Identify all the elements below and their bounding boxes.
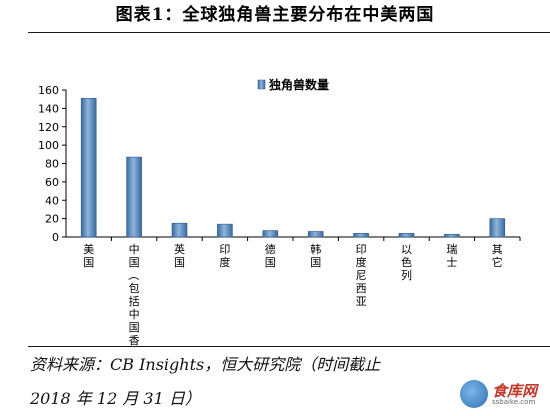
bar [398,233,415,238]
x-tick-label: 印度 [219,243,230,269]
top-divider [28,32,550,33]
y-tick-label: 100 [38,139,59,152]
svg-text:西: 西 [356,282,367,295]
bar [307,231,324,238]
svg-text:国: 国 [129,256,140,269]
svg-text:国: 国 [265,256,276,269]
svg-text:尼: 尼 [356,269,367,282]
svg-text:香: 香 [129,334,140,346]
svg-text:瑞: 瑞 [446,242,457,256]
y-tick-label: 40 [45,194,59,207]
svg-text:其: 其 [492,243,503,256]
y-tick-label: 20 [45,213,59,226]
x-tick-label: 德国 [265,242,276,269]
svg-text:中: 中 [129,308,140,321]
svg-text:亚: 亚 [356,295,367,308]
bar [353,233,369,238]
svg-text:德: 德 [265,242,276,256]
svg-text:印: 印 [356,243,367,256]
svg-text:（: （ [127,270,140,281]
svg-text:美: 美 [83,243,94,256]
bar [126,156,142,238]
svg-text:括: 括 [129,294,140,308]
bar [262,230,279,238]
svg-text:度: 度 [356,255,367,269]
legend-label: 独角兽数量 [268,77,329,92]
bar [217,223,233,238]
source-note: 资料来源：CB Insights，恒大研究院（时间截止 2018 年 12 月 … [30,348,510,416]
svg-text:国: 国 [83,256,94,269]
legend-swatch [257,79,266,90]
y-tick-label: 140 [38,102,59,115]
bar [171,222,188,238]
svg-text:包: 包 [129,282,140,295]
source-line-2: 2018 年 12 月 31 日） [30,389,201,408]
bottom-divider [28,346,550,347]
source-line-1: 资料来源：CB Insights，恒大研究院（时间截止 [30,355,381,374]
x-tick-label: 以色列 [401,243,412,282]
y-tick-label: 60 [45,176,59,189]
watermark: 食库网 ssbaike.com [460,378,546,412]
bar [80,97,97,238]
svg-text:中: 中 [129,243,140,256]
svg-text:度: 度 [219,255,230,269]
y-tick-label: 160 [38,84,59,97]
x-tick-label: 美国 [83,243,94,269]
x-tick-label: 韩国 [310,242,321,269]
svg-text:国: 国 [129,321,140,334]
y-tick-label: 0 [52,231,59,244]
y-tick-label: 120 [38,121,59,134]
svg-text:列: 列 [401,268,412,282]
watermark-text: 食库网 [492,382,538,400]
x-tick-label: 英国 [174,242,185,269]
svg-text:国: 国 [310,256,321,269]
svg-text:韩: 韩 [310,242,321,256]
svg-text:色: 色 [401,255,412,269]
x-tick-label: 其它 [492,243,503,269]
chart-title: 图表1：全球独角兽主要分布在中美两国 [115,5,435,25]
x-tick-label: 瑞士 [446,242,457,269]
bar [444,233,460,238]
watermark-logo-icon [460,380,488,408]
watermark-subtext: ssbaike.com [492,398,536,406]
svg-text:士: 士 [446,256,457,269]
bar [489,218,506,238]
svg-text:印: 印 [219,243,230,256]
svg-text:国: 国 [174,256,185,269]
svg-text:英: 英 [174,242,185,256]
svg-text:以: 以 [401,243,412,256]
svg-text:它: 它 [492,255,503,269]
x-tick-label: 中国（包括中国香港） [127,243,140,346]
y-tick-label: 80 [45,158,59,171]
